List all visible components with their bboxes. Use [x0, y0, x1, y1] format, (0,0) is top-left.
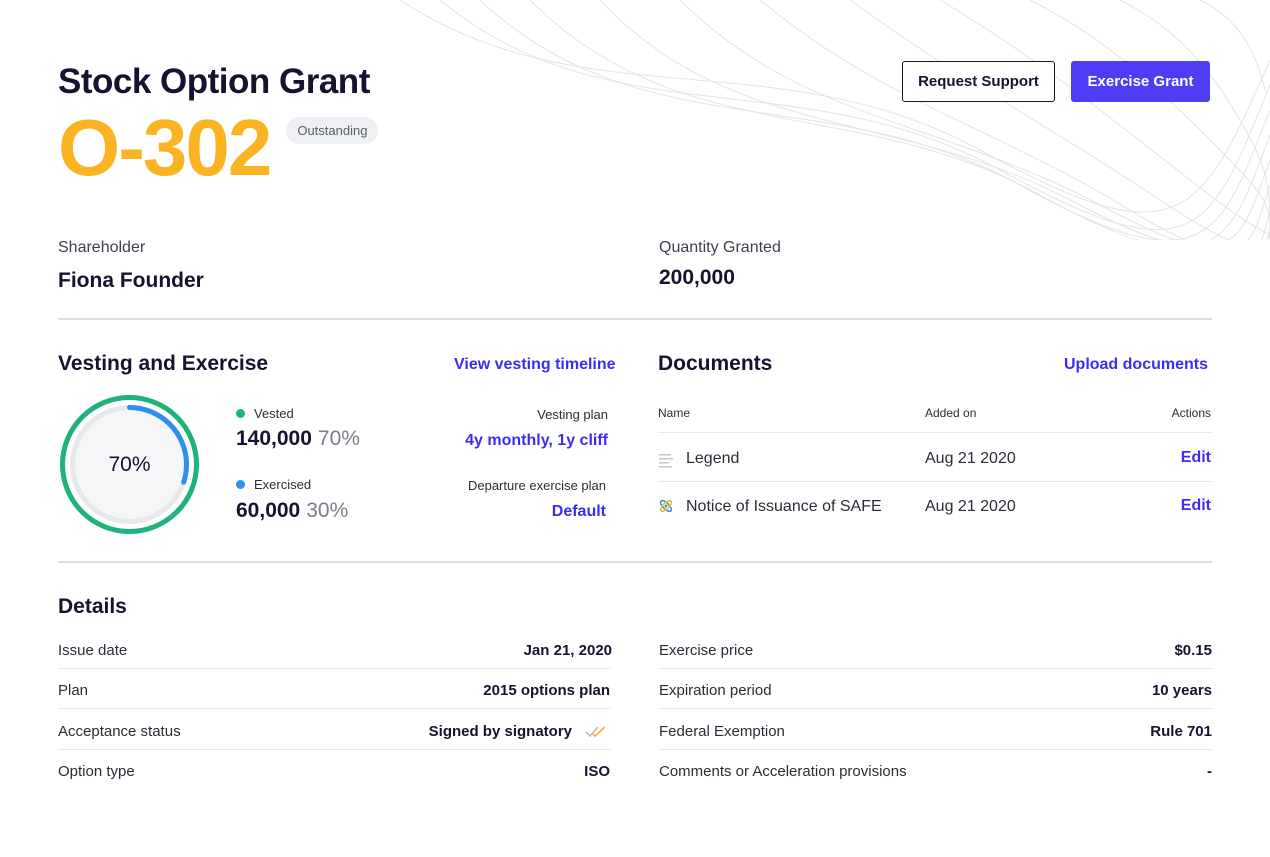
vested-value: 140,000 [236, 427, 312, 450]
detail-value-federal-exemption: Rule 701 [1150, 723, 1212, 740]
quantity-granted-label: Quantity Granted [659, 239, 781, 256]
vesting-plan-label: Vesting plan [537, 407, 608, 422]
detail-label-comments: Comments or Acceleration provisions [659, 763, 907, 780]
grant-id-row: O-302 Outstanding [58, 103, 379, 192]
double-check-icon [585, 726, 606, 738]
detail-divider [58, 749, 611, 750]
documents-section-title: Documents [658, 352, 773, 375]
exercised-value: 60,000 [236, 499, 301, 522]
upload-documents-link[interactable]: Upload documents [1063, 356, 1208, 373]
document-date: Aug 21 2020 [925, 498, 1016, 515]
background-waves [399, 0, 1270, 240]
vested-label: Vested [254, 406, 294, 421]
page-header: Stock Option Grant [58, 62, 370, 102]
detail-divider [659, 749, 1212, 750]
vested-stat: 140,000 70% [236, 427, 360, 451]
atom-icon [659, 499, 673, 513]
doc-divider [658, 432, 1212, 433]
exercised-percent: 30% [306, 499, 349, 522]
detail-label-plan: Plan [58, 682, 89, 699]
doc-column-name: Name [658, 406, 691, 420]
detail-label-federal-exemption: Federal Exemption [659, 723, 785, 740]
exercised-stat: 60,000 30% [236, 499, 348, 523]
document-edit-link[interactable]: Edit [1180, 497, 1211, 514]
document-date: Aug 21 2020 [925, 450, 1016, 467]
detail-value-exercise-price: $0.15 [1174, 642, 1212, 659]
departure-plan-label: Departure exercise plan [467, 478, 606, 493]
vested-arc [60, 395, 199, 534]
vested-dot-icon [236, 409, 245, 418]
grant-id: O-302 [58, 103, 272, 192]
page-title: Stock Option Grant [58, 62, 370, 101]
exercised-label: Exercised [254, 477, 312, 492]
detail-label-expiration-period: Expiration period [659, 682, 772, 699]
detail-label-exercise-price: Exercise price [659, 642, 754, 659]
detail-divider [659, 668, 1212, 669]
vested-legend: Vested [236, 406, 294, 421]
detail-divider [659, 708, 1212, 709]
detail-label-option-type: Option type [58, 763, 135, 780]
text-lines-icon [659, 454, 673, 468]
detail-value-option-type: ISO [584, 763, 610, 780]
detail-value-issue-date: Jan 21, 2020 [523, 642, 612, 659]
document-edit-link[interactable]: Edit [1180, 449, 1211, 466]
document-name[interactable]: Notice of Issuance of SAFE [686, 498, 882, 515]
request-support-button[interactable]: Request Support [902, 61, 1055, 102]
shareholder-value: Fiona Founder [58, 269, 204, 292]
shareholder-label: Shareholder [58, 239, 146, 256]
detail-divider [58, 668, 611, 669]
quantity-granted-value: 200,000 [659, 266, 735, 289]
ring-percent-text: 70% [108, 453, 151, 476]
detail-value-comments: - [1207, 763, 1212, 780]
doc-divider [658, 481, 1212, 482]
doc-column-added-on: Added on [925, 406, 977, 420]
detail-label-acceptance-status: Acceptance status [58, 723, 181, 740]
status-badge: Outstanding [286, 117, 379, 144]
vesting-section-title: Vesting and Exercise [58, 352, 269, 375]
vesting-progress-ring [60, 395, 199, 534]
exercised-dot-icon [236, 480, 245, 489]
doc-column-actions: Actions [1171, 406, 1211, 420]
exercise-grant-button[interactable]: Exercise Grant [1071, 61, 1210, 102]
divider [58, 318, 1212, 320]
departure-plan-link[interactable]: Default [551, 503, 606, 520]
vested-percent: 70% [317, 427, 360, 450]
view-vesting-timeline-link[interactable]: View vesting timeline [454, 356, 616, 373]
detail-value-plan: 2015 options plan [483, 682, 610, 699]
document-name[interactable]: Legend [686, 450, 740, 467]
detail-value-expiration-period: 10 years [1151, 682, 1212, 699]
exercised-arc [70, 405, 189, 524]
details-section-title: Details [58, 595, 127, 618]
exercised-legend: Exercised [236, 477, 311, 492]
detail-label-issue-date: Issue date [58, 642, 128, 659]
vesting-plan-link[interactable]: 4y monthly, 1y cliff [465, 432, 608, 449]
detail-divider [58, 708, 611, 709]
divider [58, 561, 1212, 563]
detail-value-acceptance-status: Signed by signatory [428, 723, 572, 740]
